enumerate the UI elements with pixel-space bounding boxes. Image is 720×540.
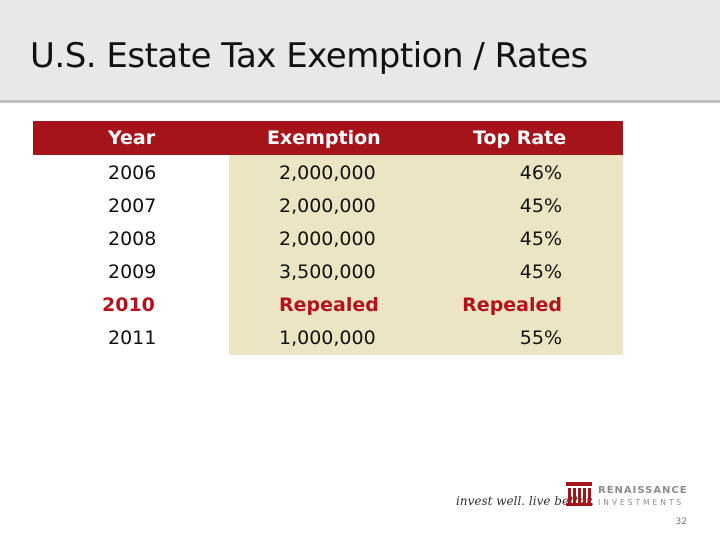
cell-year: 2008 xyxy=(108,228,157,250)
table-row: 2008 2,000,000 45% xyxy=(33,223,623,256)
header-top-rate: Top Rate xyxy=(473,127,567,149)
table-row-highlighted: 2010 Repealed Repealed xyxy=(33,289,623,322)
title-band: U.S. Estate Tax Exemption / Rates xyxy=(0,0,720,103)
header-exemption: Exemption xyxy=(267,127,381,149)
cell-top-rate: 46% xyxy=(519,162,562,184)
logo-subtitle: INVESTMENTS xyxy=(598,498,685,507)
cell-top-rate: 45% xyxy=(519,228,562,250)
cell-top-rate: 55% xyxy=(519,327,562,349)
cell-year: 2007 xyxy=(108,195,157,217)
page-title: U.S. Estate Tax Exemption / Rates xyxy=(30,36,588,76)
table-body: 2006 2,000,000 46% 2007 2,000,000 45% 20… xyxy=(33,155,623,355)
title-divider xyxy=(0,100,720,103)
cell-exemption: 3,500,000 xyxy=(279,261,376,283)
cell-exemption: 2,000,000 xyxy=(279,228,376,250)
cell-year: 2010 xyxy=(102,294,155,316)
table-shaded-region xyxy=(229,155,623,355)
cell-year: 2006 xyxy=(108,162,157,184)
cell-top-rate: 45% xyxy=(519,261,562,283)
logo-name: RENAISSANCE xyxy=(598,485,688,496)
cell-top-rate: 45% xyxy=(519,195,562,217)
cell-top-rate: Repealed xyxy=(462,294,562,316)
table-row: 2006 2,000,000 46% xyxy=(33,157,623,190)
cell-exemption: 1,000,000 xyxy=(279,327,376,349)
table-row: 2009 3,500,000 45% xyxy=(33,256,623,289)
cell-year: 2011 xyxy=(108,327,157,349)
cell-exemption: 2,000,000 xyxy=(279,162,376,184)
estate-tax-table: Year Exemption Top Rate 2006 2,000,000 4… xyxy=(33,121,623,355)
cell-exemption: 2,000,000 xyxy=(279,195,376,217)
cell-exemption: Repealed xyxy=(279,294,379,316)
table-row: 2011 1,000,000 55% xyxy=(33,322,623,355)
renaissance-logo-icon xyxy=(566,482,592,506)
cell-year: 2009 xyxy=(108,261,157,283)
header-year: Year xyxy=(108,127,156,149)
table-row: 2007 2,000,000 45% xyxy=(33,190,623,223)
footer-tagline: invest well. live better. xyxy=(456,494,595,508)
page-number: 32 xyxy=(675,517,687,527)
table-header: Year Exemption Top Rate xyxy=(33,121,623,155)
